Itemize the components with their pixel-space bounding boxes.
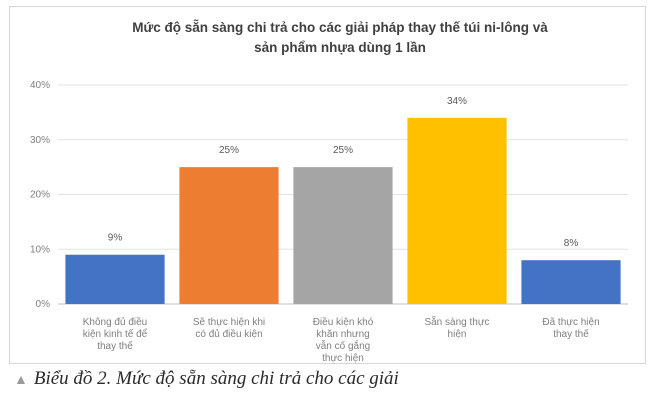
caption-text: Biểu đồ 2. Mức độ sẵn sàng chi trả cho c… bbox=[33, 368, 399, 389]
x-tick-label: thực hiện bbox=[322, 353, 364, 364]
chart-title: Mức độ sẵn sàng chi trả cho các giải phá… bbox=[132, 20, 548, 55]
data-label: 25% bbox=[219, 145, 239, 156]
x-tick-label: thay thế bbox=[97, 340, 133, 352]
x-tick-label: Điều kiện khó bbox=[313, 316, 374, 328]
x-tick-label: khăn nhưng bbox=[316, 329, 369, 340]
y-tick-label: 30% bbox=[30, 135, 50, 146]
bar bbox=[179, 167, 279, 304]
x-tick-label: Sẵn sàng thực bbox=[424, 315, 489, 328]
x-tick-label: có đủ điều kiện bbox=[195, 328, 262, 340]
x-tick-label: thay thế bbox=[553, 328, 589, 340]
caption-marker: ▲ bbox=[14, 373, 28, 388]
y-tick-label: 20% bbox=[30, 190, 50, 201]
bar bbox=[65, 254, 165, 304]
x-tick-label: Đã thực hiện bbox=[542, 317, 599, 328]
data-label: 34% bbox=[447, 96, 467, 107]
y-tick-label: 10% bbox=[30, 244, 50, 255]
data-label: 8% bbox=[564, 238, 579, 249]
x-tick-label: vẫn cố gắng bbox=[316, 339, 371, 352]
data-label: 9% bbox=[108, 233, 123, 244]
data-label: 25% bbox=[333, 145, 353, 156]
x-tick-label: kiện kinh tế để bbox=[83, 328, 148, 340]
x-tick-label: Không đủ điều bbox=[83, 316, 148, 328]
bar bbox=[521, 260, 621, 304]
figure-caption: ▲ Biểu đồ 2. Mức độ sẵn sàng chi trả cho … bbox=[14, 368, 653, 400]
y-tick-label: 0% bbox=[36, 299, 51, 310]
bar bbox=[293, 167, 393, 304]
bar bbox=[407, 117, 507, 304]
y-tick-label: 40% bbox=[30, 80, 50, 91]
x-tick-label: Sẽ thực hiện khi bbox=[193, 317, 265, 328]
x-tick-label: hiện bbox=[448, 329, 467, 340]
